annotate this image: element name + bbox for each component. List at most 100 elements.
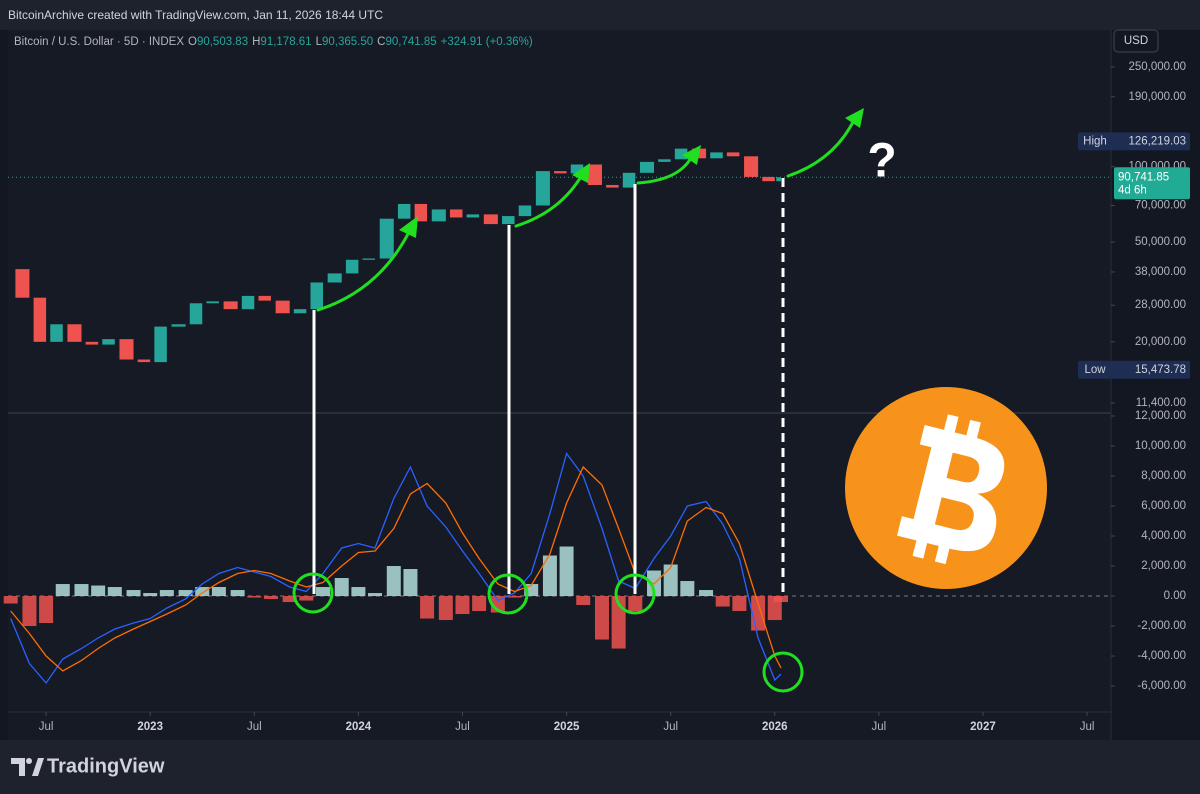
candle [518, 205, 532, 217]
arrow-head [572, 163, 590, 183]
candle [102, 339, 115, 345]
histogram-bar [767, 596, 782, 621]
candle [587, 164, 602, 185]
o-value: 90,503.83 [197, 36, 248, 48]
brand-logo [11, 758, 44, 776]
histogram-bar [126, 590, 141, 597]
candle [33, 297, 47, 342]
histogram-bar [159, 590, 174, 597]
y-tick-label: 8,000.00 [1141, 470, 1186, 482]
candle [658, 159, 671, 162]
candle [379, 218, 394, 259]
y-tick-label: 28,000.00 [1135, 299, 1186, 311]
top-bar [0, 0, 1200, 30]
histogram-bar [420, 596, 435, 619]
y-tick-label: 190,000.00 [1128, 91, 1186, 103]
histogram-bar [107, 587, 122, 597]
brand: TradingView [47, 755, 165, 777]
candle [15, 269, 30, 298]
x-tick-label: Jul [663, 721, 678, 733]
histogram-bar [455, 596, 470, 615]
currency-box[interactable] [1113, 29, 1159, 53]
candle [622, 172, 636, 188]
histogram-bar [22, 596, 37, 627]
histogram-bar [507, 596, 522, 598]
histogram-bar [386, 566, 401, 597]
h-value: 91,178.61 [260, 36, 311, 48]
x-tick-label: 2025 [554, 721, 580, 733]
series-line [10, 465, 782, 672]
bottom-bar [0, 740, 1200, 794]
candle [293, 309, 307, 314]
y-tick-label: -4,000.00 [1137, 650, 1186, 662]
x-tick-label: Jul [1080, 721, 1095, 733]
histogram-bar [91, 585, 106, 597]
candle [206, 301, 219, 304]
histogram-bar [403, 569, 418, 597]
high-value: 126,219.03 [1128, 135, 1186, 147]
candle [137, 359, 151, 363]
histogram-bar [55, 584, 70, 597]
histogram-bar [368, 593, 383, 597]
arrow-heads [399, 108, 864, 238]
last-box [1114, 167, 1190, 200]
arrow [636, 154, 694, 185]
histogram-bar [472, 596, 487, 612]
x-tick-label: Jul [872, 721, 887, 733]
plot-area [8, 30, 1111, 740]
candle [119, 339, 134, 360]
cross-circle [292, 572, 334, 614]
y-tick-label: 38,000.00 [1135, 266, 1186, 278]
glyph-bar [912, 536, 929, 559]
x-tick-label: Jul [247, 721, 262, 733]
cross-circle [487, 573, 529, 615]
histogram-bar [3, 596, 18, 604]
x-tick-label: 2023 [137, 721, 163, 733]
h-label: H [252, 36, 260, 48]
last-value: 90,741.85 [1118, 171, 1169, 183]
change: +324.91 (+0.36%) [441, 36, 533, 48]
candle [674, 148, 688, 160]
candle [397, 203, 411, 219]
candle [258, 295, 271, 301]
bitcoin-glyph [897, 414, 1005, 565]
candle [189, 303, 203, 325]
histogram-bar [715, 596, 730, 607]
histogram-bar [351, 587, 366, 597]
x-tick-label: 2024 [346, 721, 372, 733]
series-line [10, 452, 782, 685]
glyph-bar [965, 419, 981, 442]
candle [762, 176, 775, 182]
y-tick-label: -2,000.00 [1137, 620, 1186, 632]
arrow [316, 228, 412, 312]
histogram-bar [263, 596, 278, 600]
x-tick-label: Jul [455, 721, 470, 733]
plot: 250,000.00190,000.00100,000.0070,000.005… [3, 61, 1190, 733]
arrows [316, 116, 857, 312]
histogram-bar [774, 596, 789, 603]
candle [171, 324, 186, 327]
histogram-bar [178, 590, 193, 597]
cross-circle [762, 651, 804, 693]
cross-circle [614, 573, 656, 615]
y-tick-label: 6,000.00 [1141, 500, 1186, 512]
legend: Bitcoin / U.S. Dollar · 5D · INDEX O90,50… [14, 36, 533, 48]
candle [570, 164, 584, 174]
histogram-bar [699, 590, 714, 597]
logo-mark [11, 758, 25, 776]
glyph-bar [934, 542, 951, 565]
candle [223, 301, 238, 310]
l-value: 90,365.50 [322, 36, 373, 48]
arrow [786, 116, 857, 178]
candle [275, 300, 290, 314]
histogram-bar [576, 596, 591, 606]
candle [67, 324, 82, 342]
currency[interactable]: USD [1124, 35, 1148, 47]
o-label: O [188, 36, 197, 48]
candle [327, 273, 342, 283]
y-tick-label: 250,000.00 [1128, 61, 1186, 73]
credit: BitcoinArchive created with TradingView.… [8, 8, 383, 22]
candle [776, 177, 782, 182]
high-box [1078, 132, 1190, 151]
y-tick-label: 70,000.00 [1135, 200, 1186, 212]
